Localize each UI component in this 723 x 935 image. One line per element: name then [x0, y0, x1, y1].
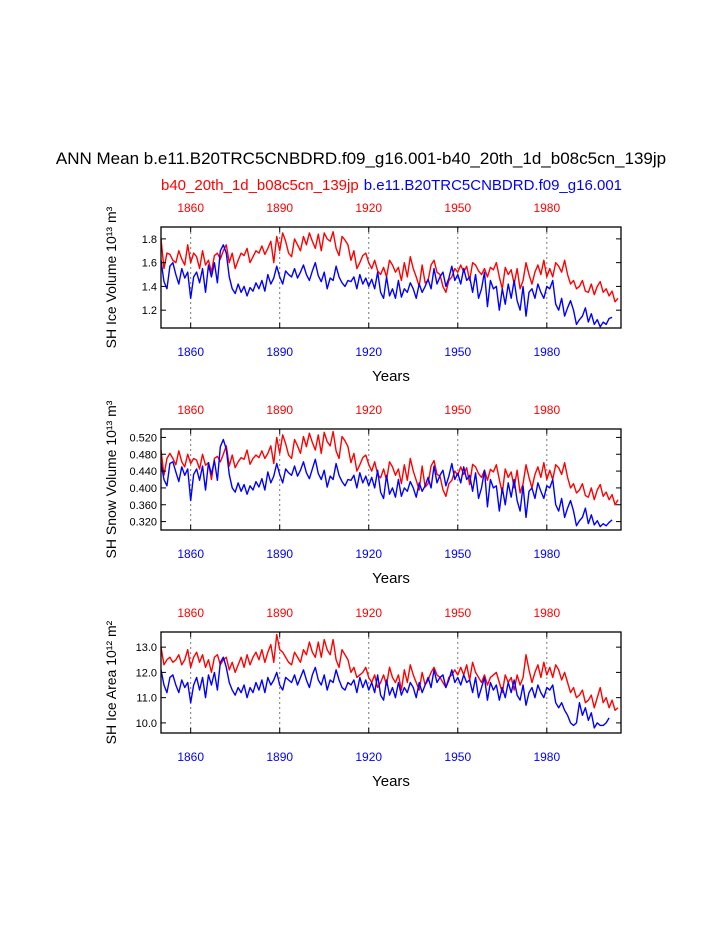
y-tick-label: 1.4 [142, 281, 157, 293]
legend-blue-label: b.e11.B20TRC5CNBDRD.f09_g16.001 [364, 177, 622, 194]
x-axis-label: Years [372, 368, 410, 385]
chart-panels: 1.2 1.4 1.6 1.8 1860 1890 1920 1950 1980 1860 1890… [103, 201, 622, 790]
y-tick-label: 0.480 [129, 449, 157, 461]
top-x-tick-label: 1890 [266, 403, 293, 417]
y-tick-label: 1.2 [142, 305, 157, 317]
series-blue-line [160, 438, 613, 528]
bottom-x-tick-label: 1950 [444, 345, 471, 359]
top-x-tick-label: 1860 [177, 403, 204, 417]
chart-panel-ice-area: 10.0 11.0 12.0 13.0 1860 1890 1920 1950 1980 1860… [103, 606, 622, 790]
y-tick-label: 0.440 [129, 466, 157, 478]
x-axis-label: Years [372, 570, 410, 587]
y-tick-label: 0.400 [129, 483, 157, 495]
top-x-tick-label: 1860 [177, 201, 204, 215]
y-tick-label: 0.360 [129, 500, 157, 512]
series-red-line [160, 430, 619, 506]
bottom-x-tick-label: 1860 [177, 750, 204, 764]
bottom-x-tick-label: 1890 [266, 750, 293, 764]
top-x-tick-label: 1860 [177, 606, 204, 620]
series-blue-line [160, 244, 613, 328]
chart-panel-snow-volume: 0.320 0.360 0.400 0.440 0.480 0.520 1860 1890 19… [103, 400, 622, 587]
y-tick-label: 11.0 [136, 693, 157, 705]
y-tick-label: 12.0 [136, 667, 157, 679]
y-axis-label: SH Ice Volume 10¹³ m³ [103, 206, 119, 348]
bottom-x-tick-label: 1980 [533, 750, 560, 764]
bottom-x-tick-label: 1980 [533, 547, 560, 561]
series-blue-line [160, 656, 610, 729]
bottom-x-tick-label: 1860 [177, 547, 204, 561]
y-axis-label: SH Snow Volume 10¹³ m³ [103, 400, 119, 558]
y-tick-label: 10.0 [136, 718, 157, 730]
y-tick-label: 0.520 [129, 432, 157, 444]
plot-frame [160, 631, 622, 734]
figure-title: ANN Mean b.e11.B20TRC5CNBDRD.f09_g16.001… [56, 149, 666, 168]
top-x-tick-label: 1980 [533, 403, 560, 417]
top-x-tick-label: 1920 [355, 403, 382, 417]
y-tick-label: 13.0 [136, 642, 157, 654]
y-tick-label: 0.320 [129, 517, 157, 529]
bottom-x-tick-label: 1950 [444, 547, 471, 561]
top-x-tick-label: 1890 [266, 606, 293, 620]
bottom-x-tick-label: 1920 [355, 345, 382, 359]
bottom-x-tick-label: 1890 [266, 345, 293, 359]
x-axis-label: Years [372, 773, 410, 790]
y-tick-label: 1.6 [142, 258, 157, 270]
bottom-x-tick-label: 1950 [444, 750, 471, 764]
chart-panel-ice-volume: 1.2 1.4 1.6 1.8 1860 1890 1920 1950 1980 1860 1890… [103, 201, 622, 385]
y-tick-label: 1.8 [142, 234, 157, 246]
top-x-tick-label: 1920 [355, 201, 382, 215]
bottom-x-tick-label: 1920 [355, 750, 382, 764]
top-x-tick-label: 1950 [444, 403, 471, 417]
top-x-tick-label: 1950 [444, 201, 471, 215]
bottom-x-tick-label: 1890 [266, 547, 293, 561]
legend-red-label: b40_20th_1d_b08c5cn_139jp [161, 177, 359, 194]
series-red-line [160, 633, 619, 711]
y-axis-label: SH Ice Area 10¹² m² [103, 620, 119, 744]
bottom-x-tick-label: 1920 [355, 547, 382, 561]
top-x-tick-label: 1980 [533, 606, 560, 620]
top-x-tick-label: 1950 [444, 606, 471, 620]
bottom-x-tick-label: 1860 [177, 345, 204, 359]
series-red-line [160, 231, 619, 303]
bottom-x-tick-label: 1980 [533, 345, 560, 359]
top-x-tick-label: 1980 [533, 201, 560, 215]
top-x-tick-label: 1890 [266, 201, 293, 215]
top-x-tick-label: 1920 [355, 606, 382, 620]
plot-frame [160, 428, 622, 531]
plot-frame [160, 226, 622, 329]
